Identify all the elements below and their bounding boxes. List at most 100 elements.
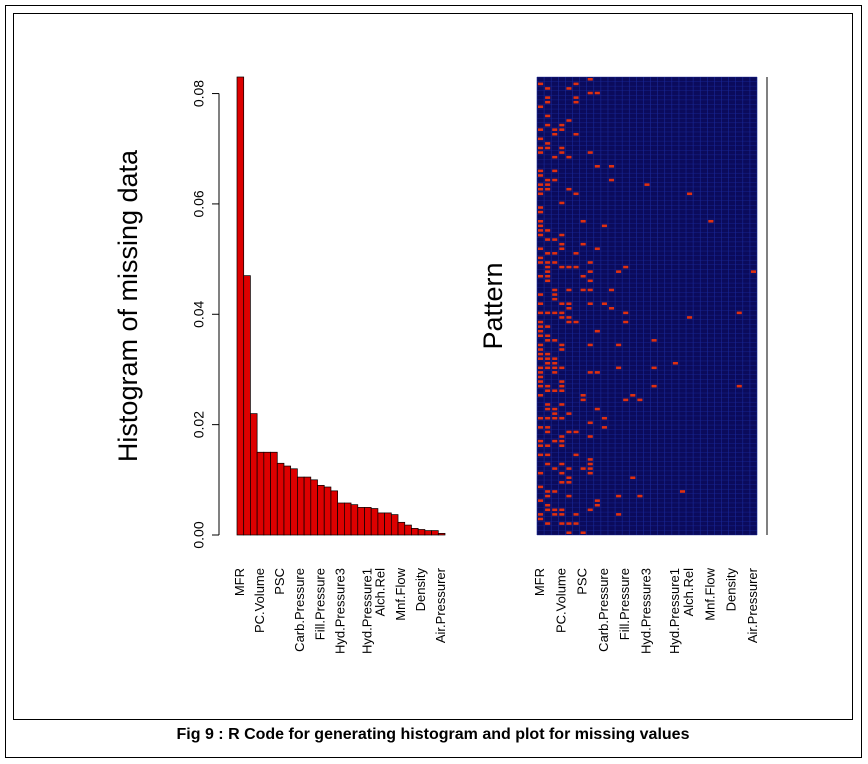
missing-cell bbox=[637, 398, 643, 402]
missing-cell bbox=[538, 513, 544, 516]
missing-cell bbox=[573, 522, 579, 525]
missing-cell bbox=[566, 481, 572, 484]
missing-cell bbox=[545, 261, 551, 264]
missing-cell bbox=[545, 270, 551, 273]
missing-cell bbox=[545, 265, 551, 269]
missing-cell bbox=[566, 288, 572, 292]
missing-cell bbox=[545, 361, 551, 365]
missing-cell bbox=[552, 238, 558, 241]
bar bbox=[370, 508, 379, 536]
missing-cell bbox=[687, 192, 693, 196]
missing-cell bbox=[559, 146, 565, 150]
missing-cell bbox=[559, 513, 565, 516]
missing-cell bbox=[552, 467, 558, 470]
missing-cell bbox=[587, 261, 593, 264]
missing-cell bbox=[538, 426, 544, 429]
missing-cell bbox=[580, 531, 586, 534]
missing-cell bbox=[552, 513, 558, 516]
missing-cell bbox=[573, 100, 579, 104]
missing-cell bbox=[616, 270, 622, 273]
missing-cell bbox=[538, 444, 544, 447]
bar bbox=[437, 532, 446, 536]
missing-cell bbox=[608, 165, 615, 168]
missing-cell bbox=[545, 384, 551, 388]
missing-cell bbox=[552, 439, 558, 443]
missing-cell bbox=[545, 430, 551, 434]
missing-cell bbox=[538, 394, 544, 397]
missing-cell bbox=[538, 247, 544, 251]
missing-cell bbox=[552, 288, 558, 292]
missing-cell bbox=[573, 453, 579, 457]
missing-cell bbox=[538, 224, 544, 228]
y-tick-label: 0.04 bbox=[191, 300, 207, 327]
missing-cell bbox=[580, 274, 586, 278]
bar bbox=[411, 528, 419, 536]
inner-border bbox=[13, 13, 853, 720]
missing-cell bbox=[538, 485, 544, 489]
missing-cell bbox=[538, 293, 544, 296]
missing-cell bbox=[545, 279, 551, 283]
bar bbox=[283, 465, 292, 536]
missing-cell bbox=[559, 439, 565, 443]
missing-cell bbox=[587, 302, 593, 305]
missing-cell bbox=[559, 242, 565, 246]
missing-cell bbox=[594, 407, 600, 411]
bar bbox=[303, 476, 312, 536]
y-tick-label: 0.08 bbox=[191, 80, 207, 107]
missing-cell bbox=[594, 371, 600, 374]
missing-cell bbox=[545, 100, 551, 104]
x-tick-label: Hyd.Pressure3 bbox=[638, 568, 653, 654]
outer-border bbox=[5, 5, 862, 758]
missing-cell bbox=[587, 343, 593, 347]
missing-cell bbox=[594, 247, 600, 251]
missing-cell bbox=[545, 142, 551, 145]
missing-cell bbox=[580, 467, 586, 470]
x-tick-label: Fill.Pressure bbox=[312, 568, 327, 640]
missing-cell bbox=[736, 384, 742, 388]
missing-cell bbox=[587, 508, 593, 512]
x-tick-label: Hyd.Pressure1 bbox=[359, 568, 374, 654]
missing-cell bbox=[587, 279, 593, 283]
missing-cell bbox=[587, 270, 593, 273]
missing-cell bbox=[538, 471, 544, 475]
missing-cell bbox=[587, 471, 593, 475]
missing-cell bbox=[672, 361, 678, 365]
missing-cell bbox=[538, 311, 544, 315]
bar bbox=[337, 502, 345, 536]
missing-cell bbox=[559, 123, 565, 127]
bar bbox=[417, 529, 426, 536]
missing-cell bbox=[566, 531, 572, 534]
missing-cell bbox=[587, 458, 593, 461]
missing-cell bbox=[580, 288, 586, 292]
missing-cell bbox=[559, 384, 565, 388]
missing-cell bbox=[559, 128, 565, 131]
missing-cell bbox=[552, 412, 558, 415]
missing-cell bbox=[559, 201, 565, 205]
missing-cell bbox=[545, 444, 551, 447]
missing-cell bbox=[552, 361, 558, 365]
x-tick-label: Hyd.Pressure3 bbox=[332, 568, 347, 654]
x-tick-label: Air.Pressurer bbox=[745, 567, 760, 643]
bar bbox=[317, 484, 325, 536]
bar bbox=[290, 468, 298, 536]
missing-cell bbox=[566, 412, 572, 415]
missing-cell bbox=[538, 453, 544, 457]
bar bbox=[350, 504, 359, 536]
missing-cell bbox=[552, 366, 558, 370]
missing-cell bbox=[623, 311, 629, 315]
missing-cell bbox=[559, 348, 565, 351]
bar bbox=[424, 530, 432, 536]
missing-cell bbox=[559, 233, 565, 237]
y-tick-label: 0.02 bbox=[191, 411, 207, 438]
missing-cell bbox=[545, 462, 551, 466]
missing-cell bbox=[616, 513, 622, 516]
missing-cell bbox=[545, 403, 551, 406]
missing-cell bbox=[623, 320, 629, 324]
missing-cell bbox=[559, 403, 565, 406]
bar bbox=[263, 451, 271, 536]
missing-cell bbox=[538, 82, 544, 86]
missing-cell bbox=[545, 334, 551, 338]
missing-cell bbox=[573, 320, 579, 324]
missing-cell bbox=[538, 375, 544, 379]
missing-cell bbox=[552, 132, 558, 136]
